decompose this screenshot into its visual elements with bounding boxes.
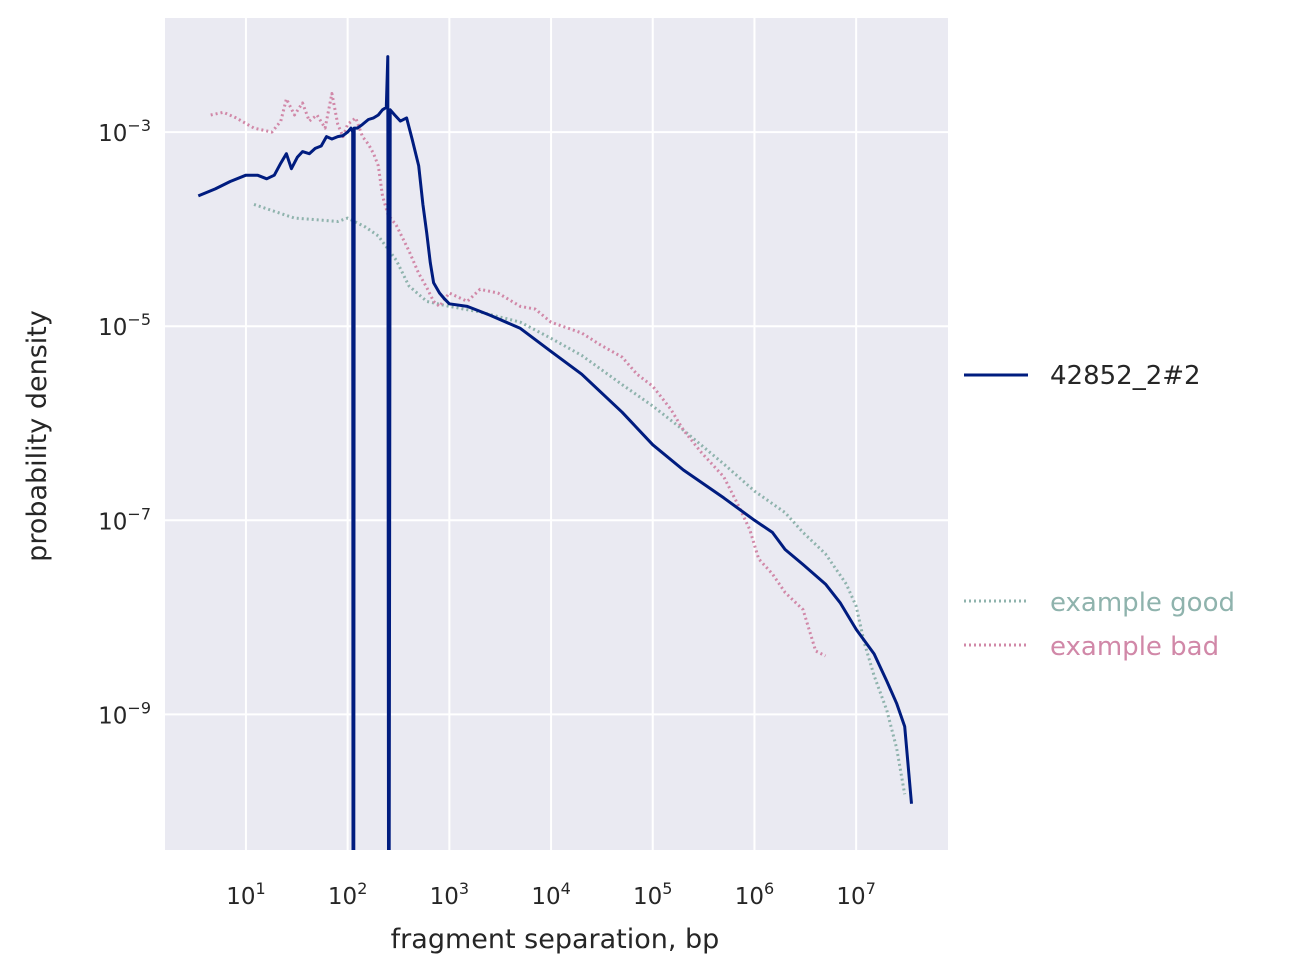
series-line-42852-2-2 (197, 55, 913, 850)
x-tick-base: 10 (633, 884, 662, 910)
y-tick-label: 10−7 (98, 504, 151, 535)
gridlines (165, 18, 948, 850)
y-tick-label: 10−9 (98, 698, 151, 729)
x-tick-label: 103 (430, 879, 469, 910)
x-tick-label: 105 (633, 879, 672, 910)
x-tick-base: 10 (430, 884, 459, 910)
x-tick-label: 104 (531, 879, 570, 910)
y-tick-base: 10 (98, 509, 127, 535)
y-axis-label: probability density (22, 310, 53, 562)
x-tick-exponent: 2 (357, 879, 367, 898)
x-axis-label-group: fragment separation, bp (391, 924, 720, 955)
legend-label-example-good: example good (1050, 588, 1235, 618)
y-axis-label-group: probability density (22, 310, 53, 562)
x-tick-base: 10 (836, 884, 865, 910)
legend-label-example-bad: example bad (1050, 632, 1219, 662)
plot-background (165, 18, 948, 850)
y-tick-exponent: −7 (127, 504, 151, 523)
x-tick-label: 101 (226, 879, 265, 910)
y-tick-label: 10−5 (98, 310, 151, 341)
y-tick-base: 10 (98, 315, 127, 341)
x-tick-exponent: 3 (459, 879, 469, 898)
y-tick-exponent: −3 (127, 116, 151, 135)
legend-label-42852: 42852_2#2 (1050, 361, 1201, 391)
y-tick-exponent: −5 (127, 310, 151, 329)
legend: 42852_2#2 example good example bad (964, 361, 1235, 662)
y-tick-base: 10 (98, 121, 127, 147)
series-line-example-good (253, 202, 907, 795)
y-tick-base: 10 (98, 703, 127, 729)
x-axis-label: fragment separation, bp (391, 924, 720, 955)
x-tick-base: 10 (735, 884, 764, 910)
y-tick-label: 10−3 (98, 116, 151, 147)
x-tick-label: 107 (836, 879, 875, 910)
x-tick-base: 10 (226, 884, 255, 910)
x-tick-exponent: 7 (866, 879, 876, 898)
x-tick-exponent: 4 (561, 879, 571, 898)
x-tick-base: 10 (531, 884, 560, 910)
x-tick-exponent: 6 (764, 879, 774, 898)
x-tick-base: 10 (328, 884, 357, 910)
series-lines (197, 55, 913, 850)
x-tick-exponent: 5 (662, 879, 672, 898)
x-tick-label: 102 (328, 879, 367, 910)
x-tick-label: 106 (735, 879, 774, 910)
y-tick-exponent: −9 (127, 698, 151, 717)
x-tick-exponent: 1 (255, 879, 265, 898)
